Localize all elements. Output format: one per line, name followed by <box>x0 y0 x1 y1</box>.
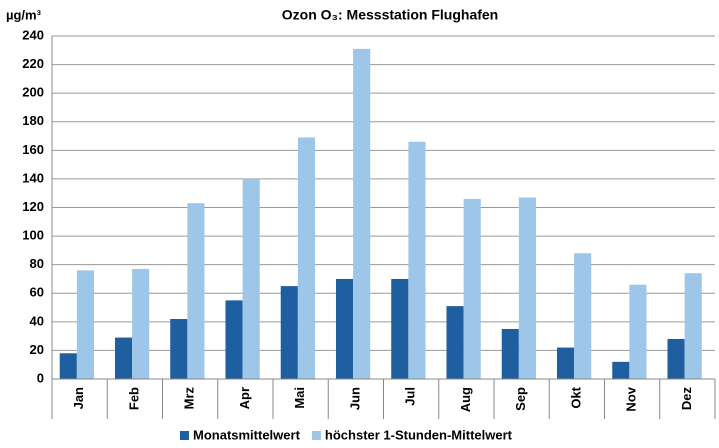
y-tick-label: 200 <box>22 85 44 100</box>
legend-label: höchster 1-Stunden-Mittelwert <box>325 427 513 442</box>
bar <box>612 361 630 379</box>
bar <box>667 338 685 379</box>
y-tick-label: 160 <box>22 142 44 157</box>
bar <box>574 253 592 379</box>
y-tick-label: 120 <box>22 199 44 214</box>
bar <box>629 284 647 379</box>
y-tick-label: 180 <box>22 113 44 128</box>
y-tick-label: 220 <box>22 56 44 71</box>
bar <box>76 270 94 379</box>
legend-swatch <box>311 431 321 440</box>
x-tick-label: Apr <box>237 387 252 409</box>
bar <box>114 337 133 379</box>
x-tick-label: Sep <box>513 387 528 411</box>
x-tick-label: Dez <box>679 387 694 411</box>
bar <box>242 178 260 379</box>
legend-swatch <box>180 431 189 440</box>
bar <box>556 347 575 379</box>
bar <box>684 273 702 379</box>
x-tick-label: Nov <box>624 386 639 411</box>
chart-title: Ozon O₃: Messstation Flughafen <box>282 7 498 23</box>
bar <box>501 328 519 379</box>
bar <box>187 203 205 379</box>
bar <box>59 353 77 379</box>
x-tick-label: Jul <box>403 387 418 406</box>
y-tick-label: 20 <box>30 342 44 357</box>
bar <box>335 278 354 379</box>
y-tick-label: 80 <box>30 256 44 271</box>
bar <box>297 137 315 379</box>
bar <box>170 318 188 379</box>
y-tick-label: 40 <box>30 313 44 328</box>
bar <box>408 141 426 379</box>
y-tick-label: 240 <box>22 27 44 42</box>
x-tick-label: Aug <box>458 387 473 412</box>
x-tick-label: Mrz <box>182 387 197 410</box>
x-tick-label: Jan <box>71 387 86 409</box>
x-tick-label: Feb <box>126 387 141 410</box>
y-tick-label: 140 <box>22 170 44 185</box>
y-tick-label: 0 <box>37 370 44 385</box>
x-tick-label: Mai <box>292 387 307 409</box>
y-axis-label: µg/m³ <box>6 7 42 22</box>
y-tick-label: 60 <box>30 285 44 300</box>
bar <box>446 306 464 379</box>
legend-label: Monatsmittelwert <box>193 427 301 442</box>
bar <box>132 268 150 379</box>
x-tick-label: Okt <box>568 386 583 408</box>
bar <box>518 197 536 379</box>
y-tick-label: 100 <box>22 228 44 243</box>
bar <box>463 198 481 379</box>
bar <box>280 286 298 379</box>
bar <box>391 278 409 379</box>
bar <box>225 300 243 379</box>
x-tick-label: Jun <box>347 387 362 410</box>
bar <box>353 48 371 380</box>
